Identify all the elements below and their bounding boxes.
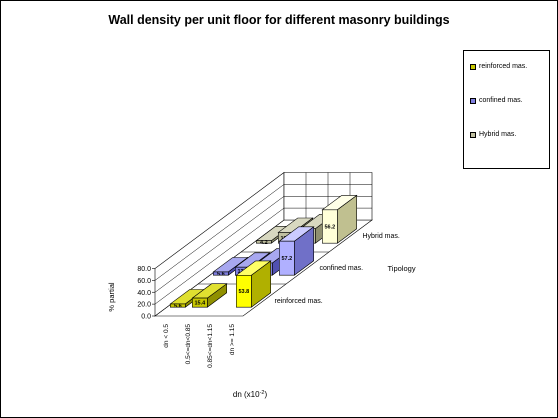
chart-title: Wall density per unit floor for differen… bbox=[108, 13, 450, 27]
data-label: 56.2 bbox=[324, 225, 335, 231]
depth-label: confined mas. bbox=[320, 265, 364, 272]
legend-label-reinforced: reinforced mas. bbox=[479, 63, 528, 70]
data-label: 57.2 bbox=[281, 256, 292, 262]
data-label: 15.4 bbox=[194, 301, 206, 307]
legend-label-confined: confined mas. bbox=[479, 97, 523, 104]
depth-label: reinforced mas. bbox=[275, 298, 323, 305]
plot-bars: 4.218.224.456.25.613.520.557.25.615.453.… bbox=[169, 194, 358, 310]
bar: 56.2 bbox=[321, 194, 358, 244]
data-label: 5.6 bbox=[174, 304, 182, 310]
y-tick-label: 20.0 bbox=[137, 302, 151, 309]
bar-front bbox=[278, 240, 295, 276]
x-tick-label: dn >= 1.15 bbox=[229, 324, 236, 355]
y-tick-label: 80.0 bbox=[137, 266, 151, 273]
y-tick-label: 40.0 bbox=[137, 290, 151, 297]
x-tick-label: 0.85<=dn<1.15 bbox=[207, 324, 214, 368]
data-label: 4.2 bbox=[260, 240, 268, 246]
data-label: 53.8 bbox=[238, 289, 249, 295]
bar-front bbox=[170, 303, 186, 308]
bar: 57.2 bbox=[278, 226, 315, 276]
legend: reinforced mas. confined mas. Hybrid mas… bbox=[463, 50, 550, 169]
bar-front bbox=[192, 297, 208, 308]
legend-swatch-confined bbox=[470, 98, 476, 104]
bar-front bbox=[213, 271, 229, 276]
depth-label: Hybrid mas. bbox=[363, 233, 400, 240]
legend-label-hybrid: Hybrid mas. bbox=[479, 131, 517, 138]
bar-front bbox=[321, 209, 338, 244]
bar: 53.8 bbox=[235, 260, 272, 308]
y-axis-title: % partial bbox=[107, 282, 116, 312]
y-tick-label: 0.0 bbox=[141, 314, 151, 321]
legend-swatch-reinforced bbox=[470, 64, 476, 70]
x-tick-label: 0.5<=dn<0.85 bbox=[185, 324, 192, 365]
x-axis-title: dn (x10-2) bbox=[233, 390, 268, 399]
bar: 15.4 bbox=[191, 283, 228, 308]
z-axis-title: Tipology bbox=[388, 264, 416, 273]
bar-front bbox=[255, 240, 272, 244]
legend-swatch-hybrid bbox=[470, 132, 476, 138]
y-tick-label: 60.0 bbox=[137, 278, 151, 285]
y-gridline bbox=[154, 184, 372, 281]
data-label: 5.6 bbox=[217, 272, 225, 278]
bar-front bbox=[236, 274, 252, 308]
plot-labels: 0.0 20.0 40.0 60.0 80.0 % partial dn < 0.5 0.5<… bbox=[107, 233, 416, 399]
x-tick-label: dn < 0.5 bbox=[163, 324, 170, 348]
